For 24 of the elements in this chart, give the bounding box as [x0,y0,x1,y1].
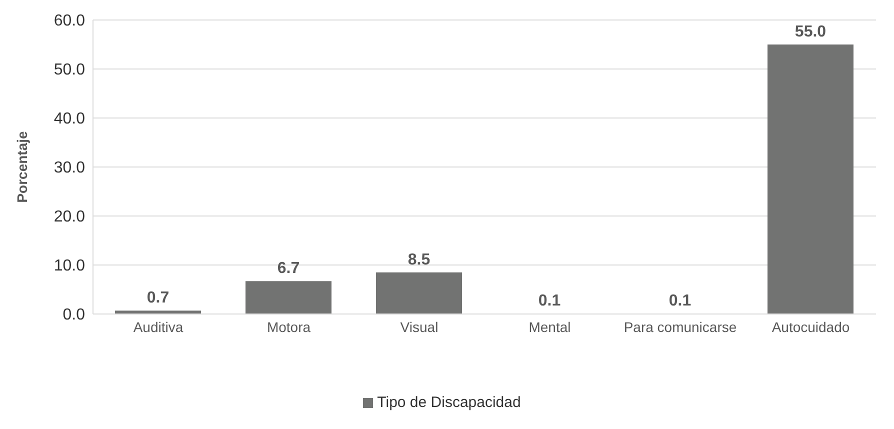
y-axis-title: Porcentaje [14,130,30,203]
bar [246,281,332,314]
data-label: 0.7 [146,290,170,307]
y-tick-label: 0.0 [62,306,86,324]
bar [376,272,462,314]
legend-label: Tipo de Discapacidad [377,394,521,411]
x-tick-label: Mental [528,318,571,335]
x-tick-label: Motora [266,318,311,335]
data-label: 55.0 [794,24,826,40]
x-tick-label: Autocuidado [772,318,850,335]
bar [768,44,854,314]
y-tick-label: 20.0 [54,208,86,226]
y-tick-label: 60.0 [54,12,86,30]
x-tick-label: Auditiva [133,318,184,335]
data-label: 6.7 [277,260,300,278]
y-tick-label: 30.0 [54,160,86,177]
data-label: 0.1 [668,292,692,310]
data-label: 0.1 [538,292,561,310]
y-tick-label: 50.0 [54,62,86,79]
y-tick-label: 40.0 [54,110,86,128]
data-label: 8.5 [408,251,430,268]
y-tick-label: 10.0 [54,258,86,275]
x-tick-label: Para comunicarse [624,318,737,335]
x-tick-label: Visual [400,318,438,335]
